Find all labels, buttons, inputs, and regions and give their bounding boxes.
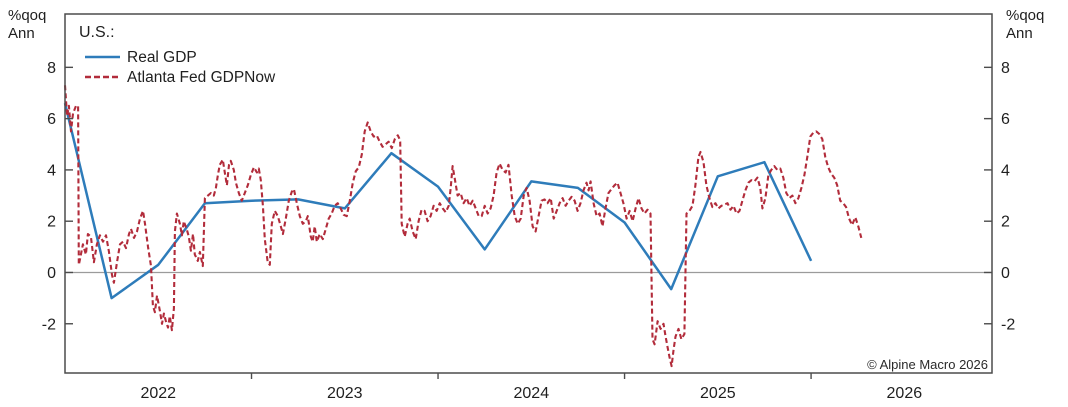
x-year-label: 2022 bbox=[140, 385, 176, 402]
legend: U.S.: Real GDP Atlanta Fed GDPNow bbox=[79, 24, 276, 86]
y-tick-label-left: 8 bbox=[47, 60, 56, 77]
y-tick-label-left: 0 bbox=[47, 265, 56, 282]
x-year-label: 2024 bbox=[514, 385, 550, 402]
plot-area: -2 -2 0 0 2 2 4 4 6 6 8 8 2022 2023 2024 2025 2026 bbox=[42, 13, 1015, 402]
y-tick-label-right: -2 bbox=[1001, 316, 1015, 333]
plot-frame bbox=[64, 13, 993, 374]
x-year-label: 2025 bbox=[700, 385, 736, 402]
y-unit-left-line2: Ann bbox=[8, 25, 35, 42]
y-tick-label-right: 2 bbox=[1001, 214, 1010, 231]
x-year-label: 2026 bbox=[887, 385, 923, 402]
y-tick-label-left: 4 bbox=[47, 162, 56, 179]
legend-real-gdp-label: Real GDP bbox=[127, 49, 197, 66]
x-year-label: 2023 bbox=[327, 385, 363, 402]
copyright-note: © Alpine Macro 2026 bbox=[867, 357, 988, 372]
gdpnow-line bbox=[63, 85, 863, 368]
y-tick-label-left: -2 bbox=[42, 316, 56, 333]
y-unit-right-line1: %qoq bbox=[1006, 7, 1044, 24]
y-tick-label-right: 8 bbox=[1001, 60, 1010, 77]
y-tick-label-left: 6 bbox=[47, 111, 56, 128]
y-tick-label-left: 2 bbox=[47, 214, 56, 231]
y-tick-label-right: 0 bbox=[1001, 265, 1010, 282]
legend-gdpnow-label: Atlanta Fed GDPNow bbox=[127, 69, 276, 86]
y-tick-label-right: 6 bbox=[1001, 111, 1010, 128]
y-unit-left-line1: %qoq bbox=[8, 7, 46, 24]
legend-group-label: U.S.: bbox=[79, 24, 115, 41]
y-unit-right-line2: Ann bbox=[1006, 25, 1033, 42]
y-tick-label-right: 4 bbox=[1001, 162, 1010, 179]
real-gdp-line bbox=[63, 102, 813, 300]
